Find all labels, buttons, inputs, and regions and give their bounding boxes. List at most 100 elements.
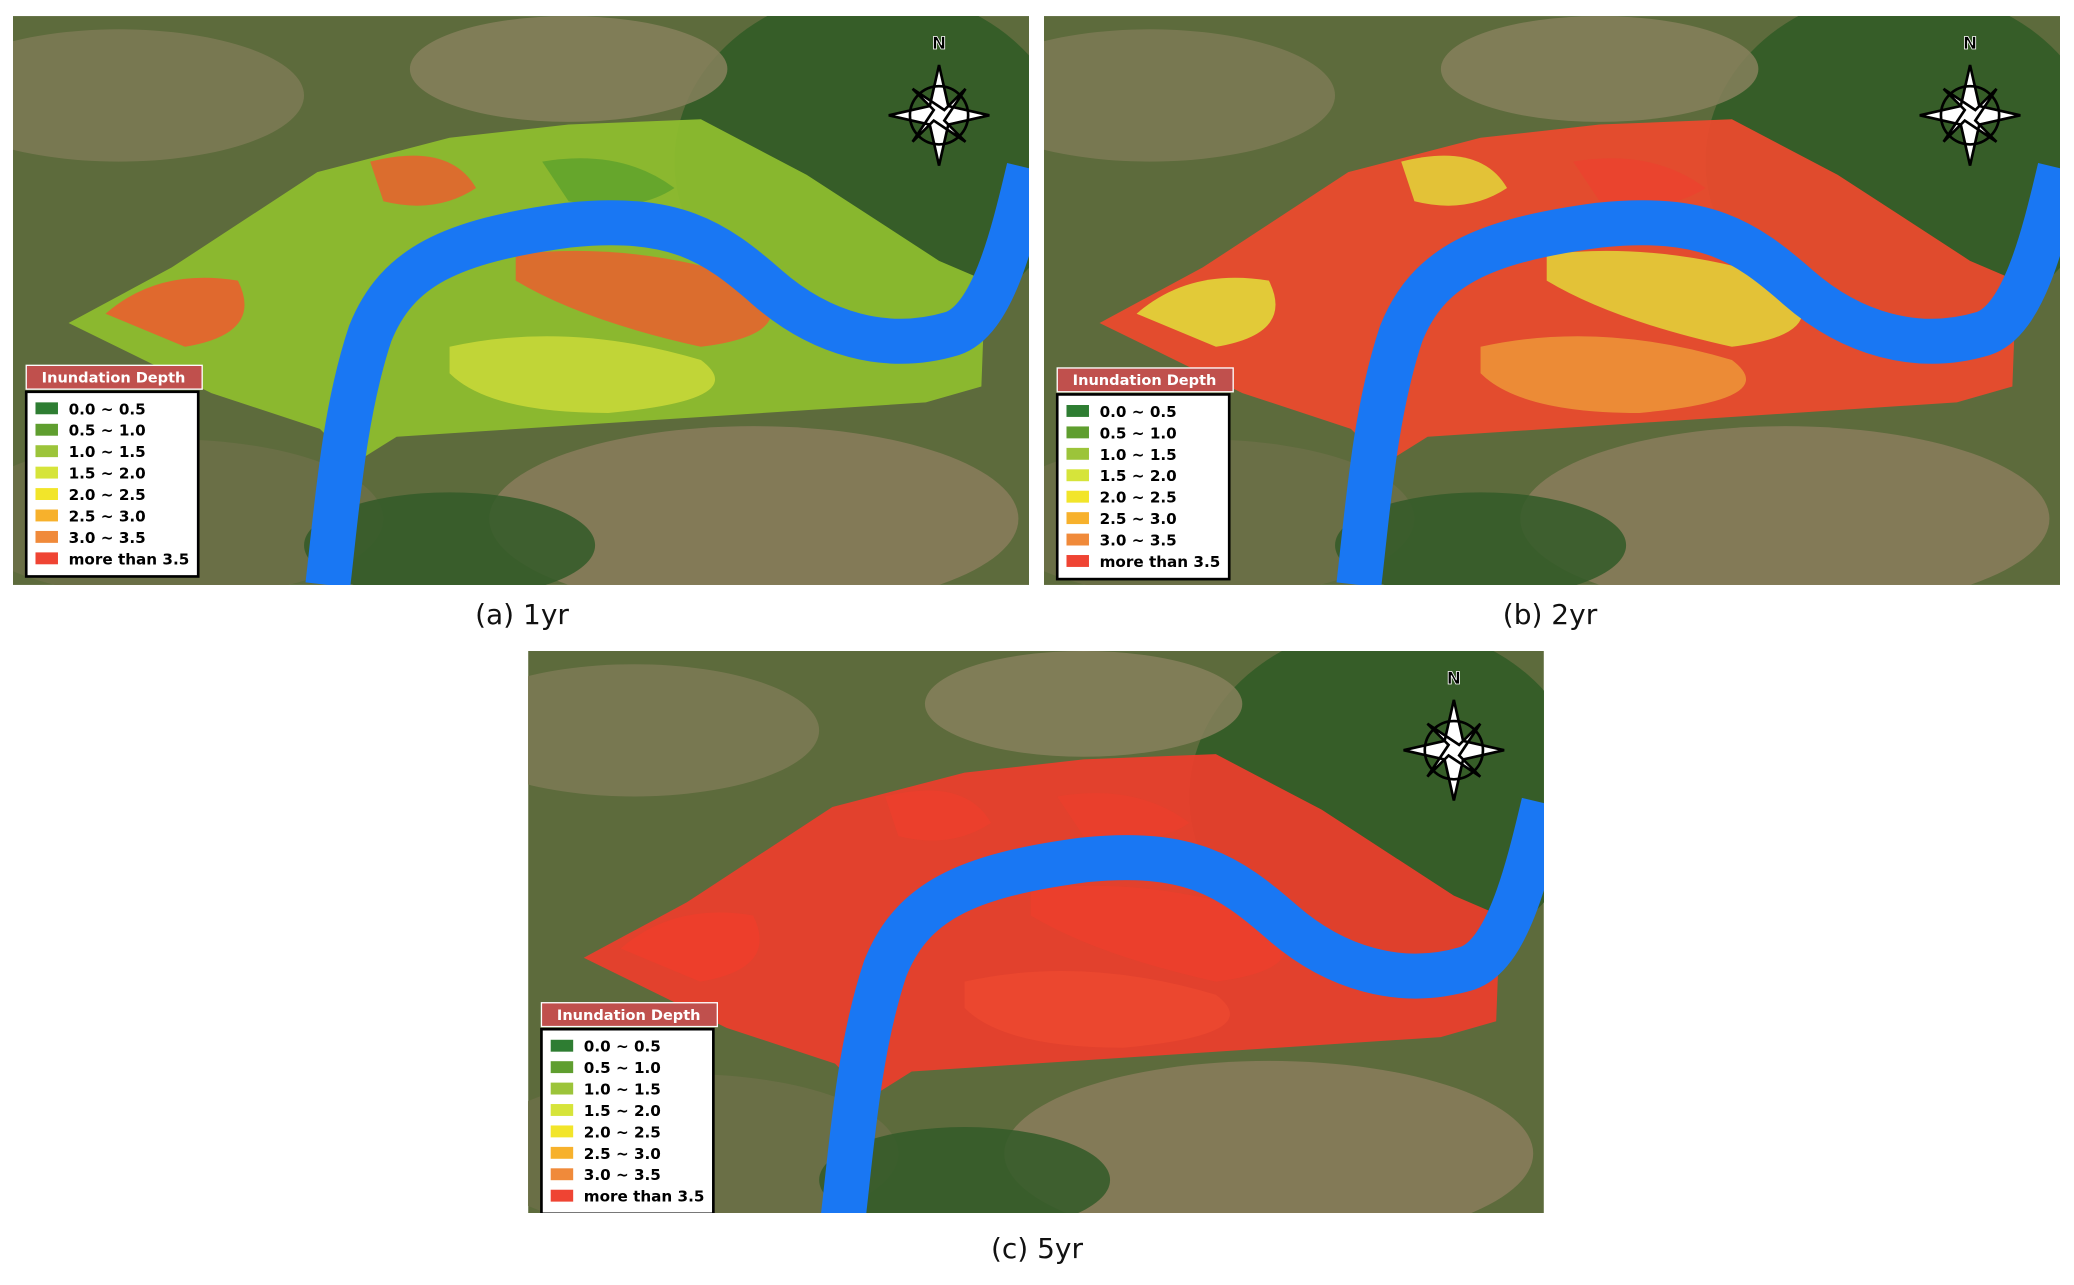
terrain-patch xyxy=(13,29,304,162)
legend-label: 3.0 ~ 3.5 xyxy=(69,529,146,547)
river xyxy=(305,163,1029,585)
inundation-zone xyxy=(1546,250,1803,347)
legend-swatch xyxy=(35,509,58,522)
legend-box xyxy=(1055,393,1231,581)
legend-swatch xyxy=(1066,533,1089,546)
terrain-patch xyxy=(409,16,728,122)
inundation-zone xyxy=(1136,277,1276,347)
map-panel: N Inundation Depth 0.0 ~ 0.5 0.5 ~ 1.0 1.0 ~… xyxy=(13,16,1029,585)
inundation-zone xyxy=(964,971,1230,1048)
terrain-patch xyxy=(489,426,1019,585)
legend-label: 0.0 ~ 0.5 xyxy=(1100,403,1177,421)
compass-ring xyxy=(1423,719,1485,781)
terrain-patch xyxy=(1004,1060,1534,1213)
legend-swatch xyxy=(1066,405,1089,417)
inundation-zone xyxy=(449,336,716,413)
compass-ring xyxy=(1939,84,2001,146)
inundation-area xyxy=(583,754,1501,1098)
legend-swatch xyxy=(35,530,58,543)
inundation-zone xyxy=(1573,158,1706,206)
legend-label: 2.0 ~ 2.5 xyxy=(584,1123,661,1141)
caption: (c) 5yr xyxy=(990,1232,1084,1265)
inundation-zone xyxy=(1057,793,1190,841)
legend-swatch xyxy=(35,466,58,479)
legend-label: 1.5 ~ 2.0 xyxy=(1100,467,1177,485)
legend-label: more than 3.5 xyxy=(584,1188,705,1206)
legend-swatch xyxy=(1066,512,1089,525)
legend-label: 0.0 ~ 0.5 xyxy=(584,1038,661,1056)
compass xyxy=(1403,699,1505,801)
legend-swatch xyxy=(35,445,58,458)
legend-label: 1.0 ~ 1.5 xyxy=(69,443,146,461)
legend-label: 3.0 ~ 3.5 xyxy=(1100,532,1177,550)
legend-title: Inundation Depth xyxy=(1073,372,1217,389)
legend-swatch xyxy=(35,402,58,415)
inundation-area xyxy=(68,119,986,464)
legend-label: 2.5 ~ 3.0 xyxy=(584,1145,661,1163)
river xyxy=(1336,163,2060,585)
legend-label: 0.5 ~ 1.0 xyxy=(1100,424,1177,442)
legend-label: 3.0 ~ 3.5 xyxy=(584,1166,661,1184)
inundation-area xyxy=(1099,119,2017,464)
legend-swatch xyxy=(550,1082,574,1095)
legend-swatch xyxy=(1066,490,1089,503)
legend-label: 1.0 ~ 1.5 xyxy=(1100,446,1177,464)
legend-label: 0.0 ~ 0.5 xyxy=(69,400,146,418)
map-panel: N Inundation Depth 0.0 ~ 0.5 0.5 ~ 1.0 1.0 ~… xyxy=(528,651,1544,1213)
terrain-patch xyxy=(1044,29,1335,162)
legend-label: 2.0 ~ 2.5 xyxy=(1100,489,1177,507)
legend-swatch xyxy=(550,1039,574,1052)
inundation-zone xyxy=(885,790,992,841)
compass xyxy=(1919,64,2021,166)
caption: (b) 2yr xyxy=(1502,598,1598,631)
legend-label: more than 3.5 xyxy=(1100,553,1221,571)
inundation-zone xyxy=(542,158,675,206)
legend-label: 1.0 ~ 1.5 xyxy=(584,1081,661,1099)
terrain-patch xyxy=(304,492,596,585)
legend-swatch xyxy=(550,1061,574,1074)
legend-swatch xyxy=(550,1146,574,1159)
inundation-zone xyxy=(1030,885,1287,982)
legend-swatch xyxy=(35,423,58,436)
inundation-zone xyxy=(1401,155,1508,206)
legend-swatch xyxy=(550,1104,574,1116)
terrain-patch xyxy=(528,664,820,797)
river xyxy=(821,797,1544,1213)
legend-label: 0.5 ~ 1.0 xyxy=(584,1059,661,1077)
compass xyxy=(888,64,990,166)
legend-title: Inundation Depth xyxy=(557,1008,701,1024)
legend-label: more than 3.5 xyxy=(69,550,190,568)
inundation-zone xyxy=(515,250,772,347)
caption: (a) 1yr xyxy=(475,598,569,631)
terrain-patch xyxy=(1335,492,1627,585)
inundation-zone xyxy=(105,277,245,347)
inundation-zone xyxy=(370,155,477,206)
legend-label: 1.5 ~ 2.0 xyxy=(69,465,146,483)
legend-box xyxy=(540,1027,715,1213)
compass-label: N xyxy=(932,34,946,54)
inundation-zone xyxy=(620,912,760,982)
legend-swatch xyxy=(35,552,58,565)
compass-rose xyxy=(1403,699,1505,801)
legend-box xyxy=(24,390,200,578)
legend-swatch xyxy=(35,488,58,500)
legend-label: 2.5 ~ 3.0 xyxy=(69,507,146,525)
legend-label: 2.5 ~ 3.0 xyxy=(1100,510,1177,528)
compass-label: N xyxy=(1447,669,1461,689)
legend-title-box xyxy=(25,364,203,390)
terrain-patch xyxy=(924,651,1243,757)
legend-swatch xyxy=(1066,469,1089,482)
legend-title: Inundation Depth xyxy=(42,370,186,387)
terrain-patch xyxy=(1440,16,1759,122)
terrain-patch xyxy=(819,1127,1111,1213)
legend-swatch xyxy=(550,1189,574,1202)
legend-label: 2.0 ~ 2.5 xyxy=(69,486,146,504)
compass-ring xyxy=(908,84,970,146)
legend-title-box xyxy=(540,1002,718,1028)
legend-swatch xyxy=(1066,447,1089,460)
legend-title-box xyxy=(1056,367,1234,393)
legend-swatch xyxy=(1066,555,1089,567)
legend-label: 1.5 ~ 2.0 xyxy=(584,1102,661,1120)
legend-label: 0.5 ~ 1.0 xyxy=(69,422,146,440)
